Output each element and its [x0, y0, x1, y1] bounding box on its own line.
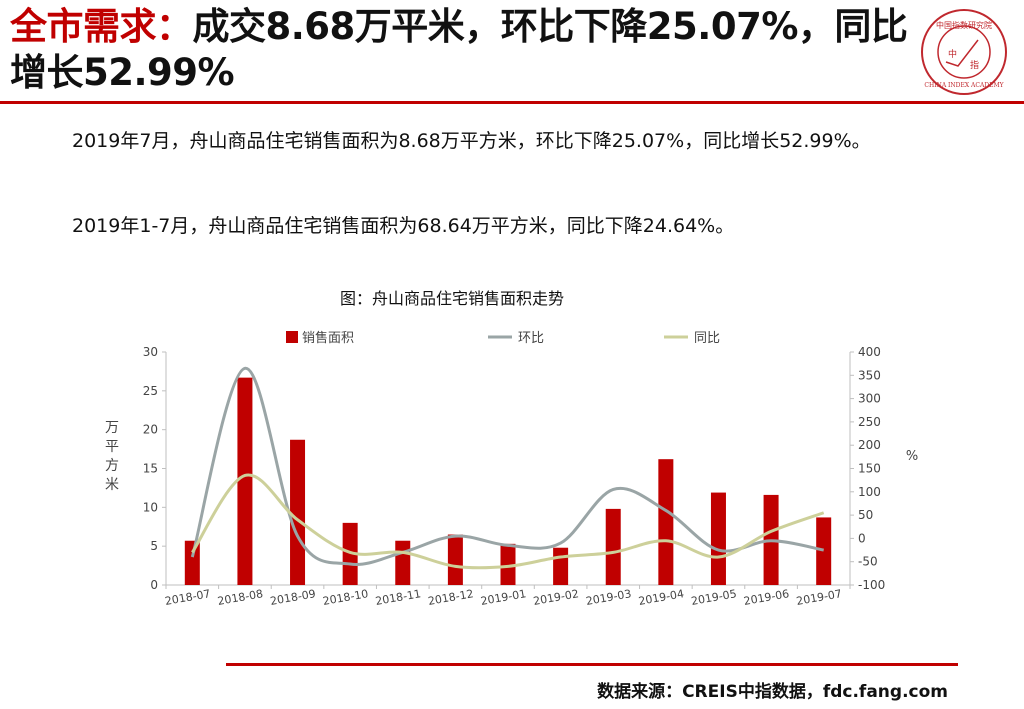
y-right-tick-label: 0	[858, 531, 866, 545]
bar-series	[184, 377, 832, 585]
x-tick-label: 2019-06	[743, 587, 791, 608]
bar-2019-03	[605, 508, 621, 585]
y-right-tick-label: 300	[858, 392, 881, 406]
x-tick-label: 2018-09	[269, 587, 317, 608]
y-left-axis-label: 平	[105, 439, 119, 455]
y-left-tick-label: 0	[150, 578, 158, 592]
bar-2018-08	[237, 377, 253, 585]
bar-2019-04	[658, 459, 674, 585]
y-right-tick-label: 200	[858, 438, 881, 452]
summary-paragraph-1: 2019年7月，舟山商品住宅销售面积为8.68万平方米，环比下降25.07%，同…	[72, 130, 871, 152]
x-tick-label: 2018-12	[427, 587, 475, 608]
y-right-tick-label: -100	[858, 578, 885, 592]
chart-legend: 销售面积 环比 同比	[286, 330, 720, 346]
x-tick-label: 2019-01	[480, 587, 528, 608]
bar-2018-11	[395, 540, 411, 585]
legend-label: 销售面积	[302, 330, 354, 346]
bar-2019-02	[553, 547, 569, 585]
logo-center-text-1: 中	[948, 48, 957, 60]
logo-top-text: 中国指数研究院	[936, 20, 992, 30]
china-index-academy-logo: 中国指数研究院 中 指 CHINA INDEX ACADEMY	[921, 9, 1007, 95]
y-right-tick-label: 350	[858, 368, 881, 382]
y-right-tick-label: 250	[858, 415, 881, 429]
data-source: 数据来源：CREIS中指数据，fdc.fang.com	[597, 682, 948, 702]
y-right-tick-label: 50	[858, 508, 873, 522]
x-tick-label: 2018-10	[322, 587, 370, 608]
y-right-axis-label: %	[906, 449, 918, 464]
title-rest: 成交8.68万平米，环比下降25.07%，同比增长52.99%	[10, 5, 908, 94]
bar-2019-07	[816, 517, 832, 585]
logo-center-text-2: 指	[970, 59, 979, 71]
y-left-tick-label: 30	[143, 345, 158, 359]
bar-2019-01	[500, 543, 516, 585]
logo-ring-text: CHINA INDEX ACADEMY	[924, 82, 1004, 89]
header-divider	[0, 101, 1024, 104]
bar-2018-12	[447, 534, 463, 585]
x-tick-label: 2019-07	[795, 587, 843, 608]
line-mom	[190, 366, 824, 566]
x-tick-label: 2019-03	[585, 587, 633, 608]
x-tick-label: 2019-02	[532, 587, 580, 608]
y-left-tick-label: 10	[143, 500, 158, 514]
y-right-tick-label: 150	[858, 462, 881, 476]
chart-title: 图：舟山商品住宅销售面积走势	[340, 289, 564, 308]
y-left-axis-label: 方	[105, 458, 119, 474]
title-highlight: 全市需求：	[10, 5, 193, 48]
y-left-tick-label: 5	[150, 539, 158, 553]
footer-divider	[226, 663, 958, 666]
bar-2018-07	[184, 540, 200, 585]
line-yoy	[191, 473, 825, 570]
page-title: 全市需求：成交8.68万平米，环比下降25.07%，同比增长52.99%	[10, 4, 910, 96]
legend-swatch-bar	[286, 331, 298, 343]
bar-2019-05	[710, 492, 726, 585]
y-right-tick-label: 100	[858, 485, 881, 499]
x-tick-label: 2019-04	[637, 587, 685, 608]
bar-2018-09	[290, 439, 306, 585]
x-tick-label: 2018-08	[217, 587, 265, 608]
y-left-axis-label: 米	[105, 477, 119, 493]
x-tick-label: 2018-07	[164, 587, 212, 608]
summary-paragraph-2: 2019年1-7月，舟山商品住宅销售面积为68.64万平方米，同比下降24.64…	[72, 215, 735, 237]
y-left-tick-label: 25	[143, 384, 158, 398]
legend-label: 环比	[518, 331, 544, 346]
y-left-tick-label: 20	[143, 423, 158, 437]
y-right-tick-label: 400	[858, 345, 881, 359]
x-tick-label: 2019-05	[690, 587, 738, 608]
x-tick-label: 2018-11	[374, 587, 422, 608]
legend-label: 同比	[694, 331, 720, 346]
sales-area-chart: 图：舟山商品住宅销售面积走势 销售面积 环比 同比 0 5 10 15 20 25 30 -100…	[105, 289, 918, 608]
y-left-axis-label: 万	[105, 420, 119, 436]
y-left-tick-label: 15	[143, 462, 158, 476]
y-right-tick-label: -50	[858, 555, 878, 569]
line-series	[190, 366, 825, 570]
